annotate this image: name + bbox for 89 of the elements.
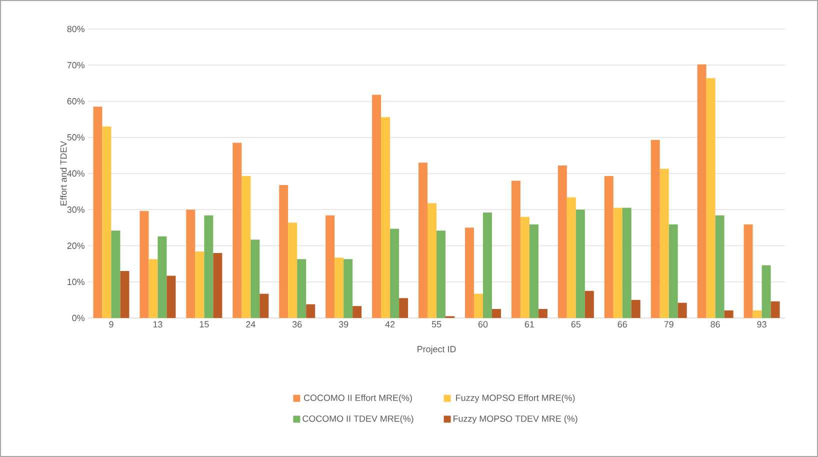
bar	[334, 258, 344, 318]
legend-label: COCOMO II TDEV MRE(%)	[302, 415, 414, 424]
bar	[306, 304, 316, 318]
bar	[744, 224, 753, 318]
bar	[381, 117, 390, 318]
x-tick-label: 55	[432, 321, 442, 328]
y-tick-label: 0%	[72, 314, 85, 322]
bar	[762, 265, 771, 318]
bar	[520, 216, 530, 318]
x-tick-label: 65	[571, 321, 581, 328]
bar	[120, 271, 130, 318]
legend-label: Fuzzy MOPSO Effort MRE(%)	[456, 394, 575, 403]
bar	[297, 259, 306, 318]
bar	[326, 215, 335, 318]
bar	[390, 228, 400, 318]
bar	[613, 208, 622, 318]
bar	[372, 94, 382, 318]
bar	[102, 126, 112, 318]
bar	[399, 298, 408, 318]
bar	[584, 290, 594, 318]
bar	[566, 197, 576, 318]
bar	[474, 294, 483, 318]
x-tick-label: 93	[757, 321, 766, 328]
bar	[715, 215, 724, 318]
legend-label: Fuzzy MOPSO TDEV MRE (%)	[454, 415, 578, 424]
bar	[511, 180, 520, 318]
y-tick-label: 60%	[67, 98, 85, 104]
x-tick-label: 61	[524, 321, 534, 328]
x-tick-label: 36	[292, 321, 302, 328]
bar	[213, 252, 222, 318]
bar	[697, 64, 706, 318]
bar	[195, 252, 204, 318]
bar	[418, 162, 428, 318]
y-tick-label: 10%	[68, 278, 85, 286]
bar	[428, 203, 437, 318]
x-tick-label: 60	[478, 321, 488, 328]
bar	[436, 230, 446, 318]
bar	[158, 236, 167, 318]
bar	[668, 224, 678, 318]
bar	[576, 210, 585, 318]
bar	[622, 208, 632, 318]
x-tick-label: 13	[153, 321, 162, 328]
bar	[288, 222, 298, 318]
y-tick-label: 50%	[67, 134, 85, 141]
x-tick-label: 66	[618, 321, 627, 328]
x-tick-label: 24	[246, 321, 256, 328]
bar	[604, 176, 614, 318]
y-tick-label: 20%	[67, 242, 85, 249]
bar	[279, 185, 288, 318]
x-tick-label: 86	[710, 321, 720, 328]
x-tick-label: 42	[385, 321, 395, 328]
bar	[140, 211, 149, 318]
bar	[166, 276, 176, 318]
x-tick-label: 15	[200, 321, 209, 328]
x-tick-label: 79	[664, 321, 674, 328]
y-tick-label: 70%	[67, 62, 85, 68]
bar	[464, 228, 474, 318]
bar	[148, 259, 158, 318]
bar	[250, 240, 260, 318]
x-tick-label: 39	[338, 321, 348, 328]
bar	[344, 259, 353, 318]
bar	[724, 310, 734, 318]
bar	[538, 308, 548, 318]
bar	[706, 78, 716, 318]
bar	[558, 166, 567, 318]
bar	[93, 106, 102, 318]
y-axis-title: Effort and TDEV	[60, 140, 67, 206]
bar	[352, 306, 362, 318]
bar	[111, 230, 120, 318]
y-tick-label: 30%	[67, 206, 85, 213]
bar	[770, 301, 780, 318]
bar	[678, 302, 687, 318]
bar	[260, 294, 269, 318]
bar	[631, 300, 640, 318]
bar	[650, 140, 660, 318]
x-tick-label: 9	[109, 321, 114, 328]
y-tick-label: 80%	[67, 26, 85, 32]
bar	[752, 310, 762, 318]
bar	[482, 212, 492, 318]
bar	[492, 308, 501, 318]
legend-label: COCOMO II Effort MRE(%)	[304, 394, 412, 403]
x-axis-title: Project ID	[418, 346, 456, 354]
bar	[204, 215, 214, 318]
bar	[660, 168, 669, 318]
bar	[529, 224, 538, 318]
bar	[186, 210, 196, 318]
y-tick-label: 40%	[67, 170, 85, 177]
bar	[242, 176, 251, 318]
bar	[232, 142, 242, 318]
